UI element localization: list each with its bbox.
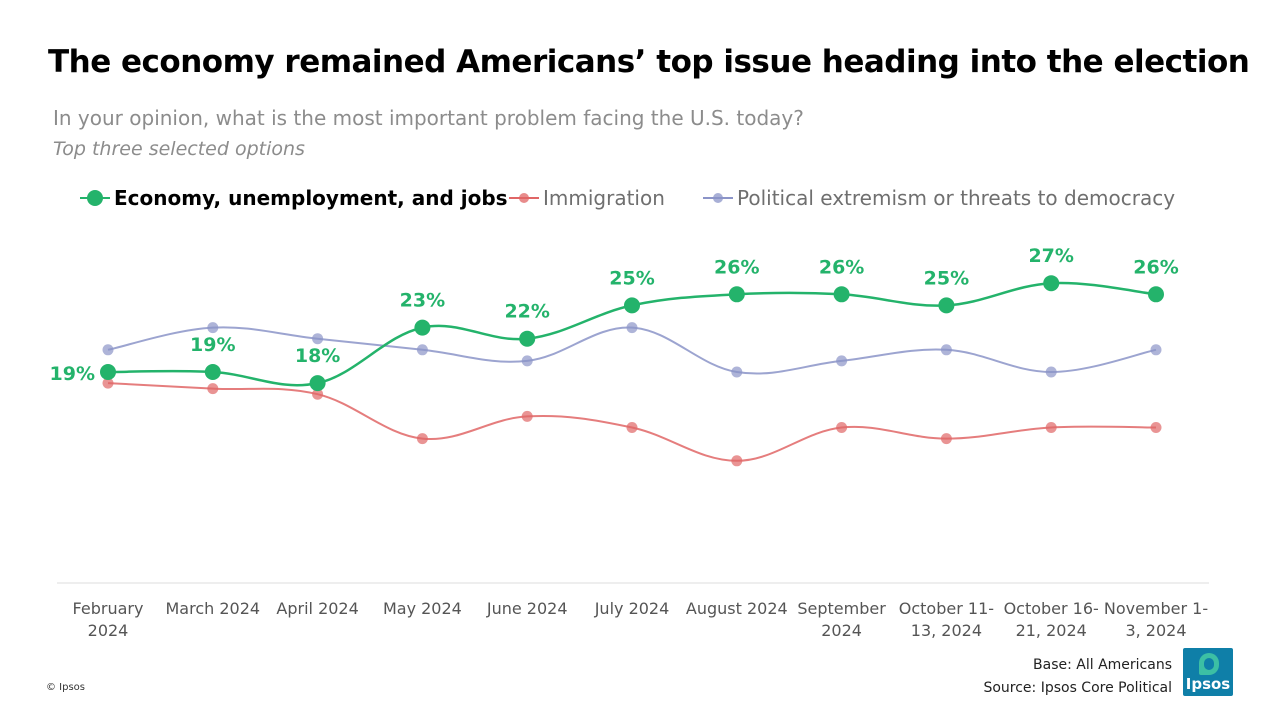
series-line-immigration [107, 382, 1157, 462]
point-economy [1043, 275, 1060, 292]
point-extremism [836, 355, 848, 367]
base-note: Base: All Americans [1033, 657, 1172, 673]
data-label-economy: 25% [609, 267, 654, 289]
x-tick-label: October 11-13, 2024 [899, 599, 994, 640]
point-extremism [207, 322, 219, 334]
point-extremism [1150, 344, 1162, 356]
point-immigration [940, 433, 952, 445]
chart-subtitle: In your opinion, what is the most import… [53, 106, 804, 130]
legend-marker-immigration [509, 184, 539, 212]
point-immigration [1045, 422, 1057, 433]
point-immigration [1150, 422, 1162, 433]
point-immigration [416, 433, 428, 445]
point-immigration [521, 410, 533, 422]
data-label-economy: 23% [400, 290, 445, 312]
x-tick-label: September 2024 [797, 599, 886, 640]
x-tick-label: October 16-21, 2024 [1004, 599, 1099, 640]
point-extremism [102, 344, 114, 356]
data-label-economy: 27% [1028, 245, 1073, 267]
legend-item-extremism: Political extremism or threats to democr… [703, 184, 1175, 212]
point-extremism [1045, 366, 1057, 378]
logo-text: Ipsos [1185, 675, 1231, 693]
chart-legend: Economy, unemployment, and jobs Immigrat… [0, 184, 1280, 212]
chart-note: Top three selected options [53, 138, 305, 160]
x-tick-label: April 2024 [276, 599, 358, 618]
x-tick-label: March 2024 [166, 599, 261, 618]
point-economy [624, 297, 640, 314]
x-tick-label: February 2024 [73, 599, 144, 640]
data-label-economy: 22% [504, 301, 549, 323]
legend-marker-extremism [703, 184, 733, 212]
legend-item-economy: Economy, unemployment, and jobs [80, 184, 508, 212]
point-immigration [731, 455, 743, 467]
point-immigration [207, 383, 219, 395]
legend-label-extremism: Political extremism or threats to democr… [737, 186, 1176, 210]
point-economy [938, 297, 955, 314]
data-label-economy: 25% [924, 267, 969, 289]
point-immigration [626, 422, 638, 433]
point-economy [833, 286, 850, 303]
legend-label-immigration: Immigration [543, 186, 665, 210]
legend-label-economy: Economy, unemployment, and jobs [114, 186, 508, 210]
point-extremism [626, 322, 638, 334]
x-tick-label: August 2024 [686, 599, 788, 618]
x-tick-label: May 2024 [383, 599, 462, 618]
source-note: Source: Ipsos Core Political [983, 680, 1172, 696]
point-extremism [731, 366, 743, 378]
series-line-extremism [107, 326, 1157, 375]
point-extremism [940, 344, 952, 356]
chart-title: The economy remained Americans’ top issu… [48, 44, 1250, 80]
point-immigration [836, 422, 848, 433]
data-label-economy: 26% [1133, 256, 1178, 278]
data-label-economy: 18% [295, 345, 340, 367]
data-label-economy: 19% [50, 363, 95, 385]
x-tick-label: July 2024 [594, 599, 670, 618]
point-economy [519, 330, 536, 347]
point-immigration [312, 388, 324, 400]
point-economy [309, 375, 326, 392]
point-extremism [312, 333, 324, 345]
point-economy [728, 286, 745, 303]
x-tick-label: June 2024 [486, 599, 568, 618]
point-economy [414, 319, 431, 336]
copyright: © Ipsos [46, 682, 86, 693]
point-extremism [416, 344, 428, 356]
point-economy [1148, 286, 1164, 303]
legend-marker-economy [80, 184, 110, 212]
data-label-economy: 26% [819, 256, 864, 278]
point-immigration [102, 377, 114, 389]
line-chart: February 2024 March 2024 April 2024 May 2024… [50, 245, 1209, 640]
data-label-economy: 26% [714, 256, 759, 278]
point-economy [204, 364, 221, 380]
ipsos-logo: Ipsos [1183, 648, 1233, 696]
legend-item-immigration: Immigration [509, 184, 665, 212]
x-tick-label: November 1-3, 2024 [1104, 599, 1208, 640]
point-economy [100, 364, 116, 380]
point-extremism [521, 355, 533, 367]
data-label-economy: 19% [190, 334, 235, 356]
